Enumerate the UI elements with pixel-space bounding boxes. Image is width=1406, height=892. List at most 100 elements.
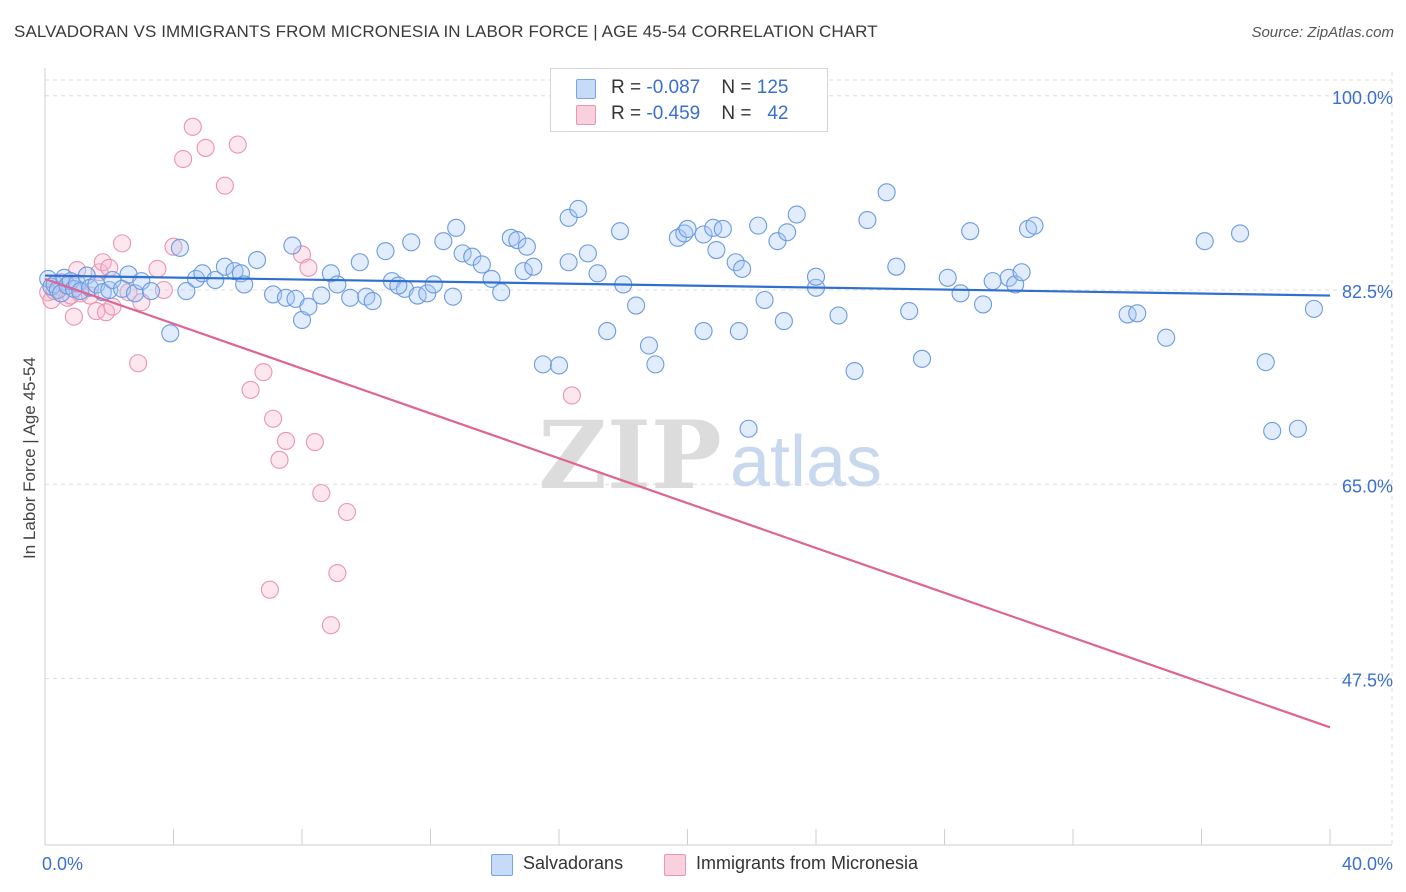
y-tick-label: 65.0% xyxy=(1342,476,1393,496)
micronesia-point xyxy=(270,450,289,469)
salvadoran-point xyxy=(299,297,318,316)
micronesia-point xyxy=(276,431,295,451)
salvadoran-point xyxy=(858,211,877,230)
salvadoran-point xyxy=(328,275,347,294)
salvadoran-point xyxy=(276,288,295,307)
micronesia-point xyxy=(228,135,247,154)
salvadoran-point xyxy=(610,222,630,241)
y-tick-label: 47.5% xyxy=(1342,671,1393,691)
micronesia-point xyxy=(64,307,83,326)
legend-n-value: 42 xyxy=(767,103,789,124)
salvadoran-point xyxy=(726,253,745,272)
series-legend: Salvadorans Immigrants from Micronesia xyxy=(0,852,1406,878)
micronesia-point xyxy=(299,258,318,277)
salvadoran-point xyxy=(787,205,806,224)
salvadoran-point xyxy=(778,223,797,242)
micronesia-point xyxy=(196,138,215,157)
salvadoran-point xyxy=(206,270,225,290)
salvadoran-point xyxy=(938,268,957,287)
legend-n-label: N = xyxy=(721,103,757,124)
y-tick-label: 82.5% xyxy=(1342,282,1393,302)
salvadoran-point xyxy=(533,355,552,374)
micronesia-point xyxy=(241,380,260,399)
micronesia-point xyxy=(215,176,234,195)
micronesia-point xyxy=(148,259,167,278)
salvadoran-point xyxy=(829,306,848,325)
salvadoran-point xyxy=(1288,419,1307,438)
salvadoran-point xyxy=(1304,299,1323,318)
salvadoran-point xyxy=(402,233,421,252)
salvadoran-point xyxy=(235,275,254,294)
salvadoran-point xyxy=(639,336,659,355)
chart-title: SALVADORAN VS IMMIGRANTS FROM MICRONESIA… xyxy=(14,22,878,41)
salvadoran-point xyxy=(578,244,597,263)
salvadoran-point xyxy=(514,262,533,281)
micronesia-point xyxy=(260,580,279,599)
salvadoran-point xyxy=(774,312,793,331)
correlation-legend: R = -0.087 N = 125 R = -0.459 N = 42 xyxy=(550,68,828,132)
salvadoran-point xyxy=(983,272,1002,291)
salvadoran-point xyxy=(1128,304,1147,323)
legend-r-label: R = xyxy=(611,103,647,124)
axes xyxy=(44,68,1392,846)
salvadoran-point xyxy=(389,276,408,295)
salvadoran-point xyxy=(588,264,607,283)
salvadoran-point xyxy=(517,237,536,256)
salvadoran-point xyxy=(900,302,919,321)
series-micronesia-points xyxy=(39,117,581,635)
micronesia-point xyxy=(164,237,183,256)
y-tick-labels: 100.0% 82.5% 65.0% 47.5% xyxy=(1332,88,1393,691)
x-tick-label: 40.0% xyxy=(1342,854,1393,874)
micronesia-point xyxy=(183,117,202,136)
x-tick-label: 0.0% xyxy=(42,854,83,874)
salvadoran-point xyxy=(492,283,511,302)
micronesia-point xyxy=(305,433,324,452)
series-salvadorans-points xyxy=(39,183,1323,441)
legend-n-value: 125 xyxy=(756,77,789,98)
salvadoran-point xyxy=(806,267,826,286)
micronesia-point xyxy=(562,386,581,405)
salvadoran-point xyxy=(350,253,369,272)
salvadoran-point xyxy=(729,322,748,341)
micronesia-point xyxy=(154,280,173,300)
salvadoran-point xyxy=(739,419,758,438)
watermark-atlas: atlas xyxy=(730,422,882,502)
salvadoran-point xyxy=(733,259,752,278)
salvadoran-point xyxy=(376,242,395,261)
salvadoran-point xyxy=(312,286,331,305)
salvadoran-point xyxy=(1118,305,1137,324)
salvadoran-point xyxy=(177,282,196,301)
legend-swatch-salvadorans xyxy=(491,854,513,876)
salvadoran-point xyxy=(755,290,774,310)
salvadoran-point xyxy=(524,257,543,276)
source-credit: Source: ZipAtlas.com xyxy=(1251,24,1394,41)
micronesia-point xyxy=(113,234,132,253)
salvadoran-point xyxy=(321,264,340,283)
micronesia-point xyxy=(321,616,340,635)
salvadoran-point xyxy=(704,218,723,237)
salvadoran-point xyxy=(1231,224,1250,243)
salvadoran-point xyxy=(161,324,180,343)
micronesia-point xyxy=(174,149,193,169)
salvadoran-point xyxy=(569,199,588,219)
salvadoran-point xyxy=(912,349,932,368)
salvadoran-point xyxy=(472,255,491,274)
legend-swatch-micronesia xyxy=(664,854,686,876)
salvadoran-point xyxy=(1025,216,1044,235)
salvadoran-point xyxy=(1157,328,1176,347)
micronesia-trend-line xyxy=(44,277,1331,729)
salvadoran-point xyxy=(887,257,906,276)
micronesia-point xyxy=(328,563,347,583)
legend-r-value: -0.459 xyxy=(646,103,701,124)
salvadoran-point xyxy=(877,183,896,202)
salvadoran-point xyxy=(598,322,617,341)
salvadoran-point xyxy=(951,284,970,303)
salvadoran-point xyxy=(678,219,697,238)
salvadoran-point xyxy=(447,218,466,237)
salvadoran-point xyxy=(749,216,768,235)
salvadoran-point xyxy=(549,356,569,375)
micronesia-point xyxy=(312,484,331,503)
salvadorans-trend-line xyxy=(44,274,1331,297)
salvadoran-point xyxy=(1263,421,1282,441)
